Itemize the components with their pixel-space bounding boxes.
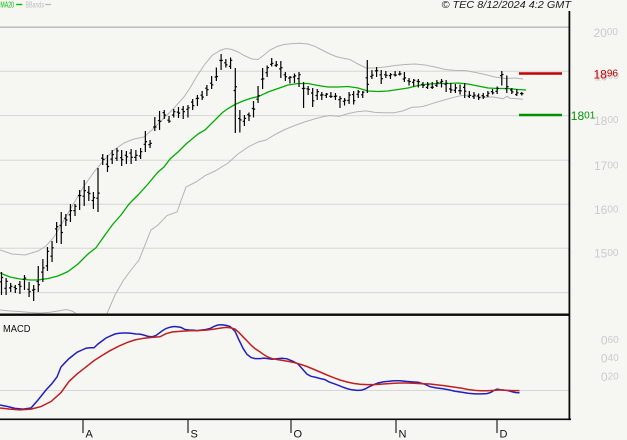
svg-text:1700: 1700: [594, 159, 619, 173]
svg-text:1500: 1500: [594, 247, 619, 261]
svg-text:040: 040: [601, 352, 619, 366]
svg-text:S: S: [191, 429, 198, 440]
svg-text:1800: 1800: [594, 114, 619, 128]
svg-text:020: 020: [601, 370, 619, 384]
svg-text:MACD: MACD: [3, 323, 31, 335]
svg-text:1600: 1600: [594, 203, 619, 217]
svg-text:1896: 1896: [594, 67, 619, 81]
svg-text:2000: 2000: [594, 26, 619, 40]
svg-text:BBands: BBands: [26, 0, 45, 9]
svg-text:© TEC 8/12/2024 4:2 GMT: © TEC 8/12/2024 4:2 GMT: [442, 0, 572, 11]
svg-text:D: D: [500, 429, 508, 440]
svg-text:O: O: [294, 429, 303, 440]
svg-text:060: 060: [601, 334, 619, 348]
svg-text:A: A: [86, 429, 94, 440]
svg-text:1900: 1900: [595, 70, 620, 84]
svg-text:MA20: MA20: [0, 0, 14, 9]
svg-text:N: N: [399, 429, 407, 440]
svg-text:1801: 1801: [571, 109, 596, 123]
